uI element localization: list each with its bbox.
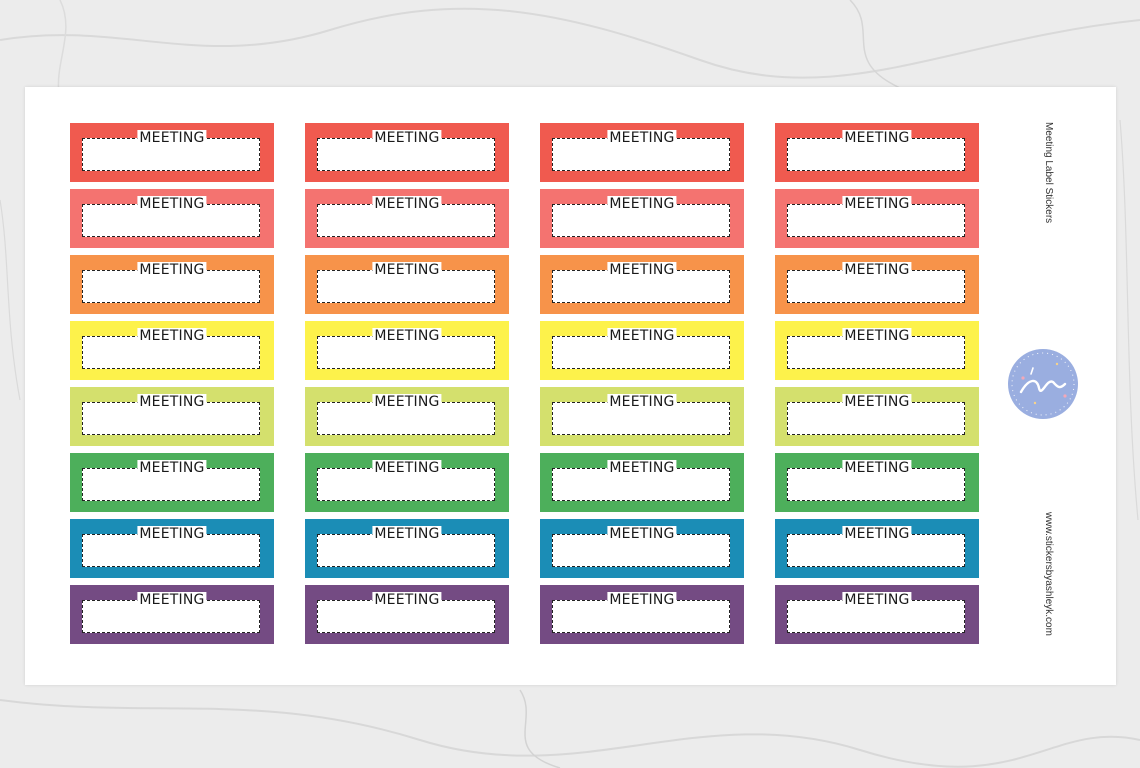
sticker: MEETING <box>775 189 979 248</box>
sticker-writing-box <box>82 402 260 435</box>
sticker: MEETING <box>540 519 744 578</box>
sticker: MEETING <box>305 123 509 182</box>
sticker-label: MEETING <box>372 394 442 410</box>
sticker-label: MEETING <box>607 592 677 608</box>
sticker-label: MEETING <box>842 592 912 608</box>
sticker-label: MEETING <box>372 328 442 344</box>
sticker-label: MEETING <box>372 262 442 278</box>
sticker-writing-box <box>317 336 495 369</box>
sticker: MEETING <box>70 387 274 446</box>
sticker: MEETING <box>775 123 979 182</box>
sticker: MEETING <box>540 321 744 380</box>
sticker: MEETING <box>775 321 979 380</box>
sheet-title: Meeting Label Stickers <box>1043 122 1054 224</box>
sticker-sheet: MEETING MEETING MEETING MEETING MEETING MEETI… <box>25 87 1116 685</box>
sticker: MEETING <box>70 585 274 644</box>
sticker-label: MEETING <box>842 196 912 212</box>
sticker-label: MEETING <box>842 460 912 476</box>
sticker-label: MEETING <box>607 328 677 344</box>
sticker: MEETING <box>775 255 979 314</box>
sticker: MEETING <box>540 123 744 182</box>
sticker: MEETING <box>70 189 274 248</box>
sticker-label: MEETING <box>607 460 677 476</box>
sticker-label: MEETING <box>137 262 207 278</box>
sticker: MEETING <box>70 255 274 314</box>
sticker-label: MEETING <box>842 394 912 410</box>
sticker-label: MEETING <box>607 394 677 410</box>
sticker: MEETING <box>305 387 509 446</box>
sticker: MEETING <box>540 585 744 644</box>
sticker: MEETING <box>70 123 274 182</box>
sticker: MEETING <box>540 387 744 446</box>
sticker-label: MEETING <box>372 130 442 146</box>
sticker: MEETING <box>305 519 509 578</box>
sticker-label: MEETING <box>372 592 442 608</box>
sticker: MEETING <box>305 321 509 380</box>
sticker-grid: MEETING MEETING MEETING MEETING MEETING MEETI… <box>70 123 979 644</box>
sticker-label: MEETING <box>842 526 912 542</box>
sticker-label: MEETING <box>137 328 207 344</box>
sticker-label: MEETING <box>137 460 207 476</box>
sticker: MEETING <box>775 453 979 512</box>
sticker-label: MEETING <box>842 262 912 278</box>
sticker: MEETING <box>70 453 274 512</box>
sticker-label: MEETING <box>137 196 207 212</box>
sticker: MEETING <box>305 453 509 512</box>
sticker: MEETING <box>775 519 979 578</box>
sticker: MEETING <box>305 255 509 314</box>
sticker-label: MEETING <box>137 592 207 608</box>
sticker: MEETING <box>305 585 509 644</box>
sticker: MEETING <box>775 585 979 644</box>
sticker: MEETING <box>305 189 509 248</box>
sticker-label: MEETING <box>372 460 442 476</box>
sticker-label: MEETING <box>137 130 207 146</box>
website-url: www.stickersbyashleyk.com <box>1043 512 1054 636</box>
sticker-label: MEETING <box>842 130 912 146</box>
sticker-label: MEETING <box>137 526 207 542</box>
sticker: MEETING <box>540 453 744 512</box>
sticker-label: MEETING <box>372 196 442 212</box>
sticker: MEETING <box>775 387 979 446</box>
sticker: MEETING <box>540 255 744 314</box>
sticker-label: MEETING <box>607 130 677 146</box>
sticker-label: MEETING <box>607 262 677 278</box>
sticker: MEETING <box>70 321 274 380</box>
brand-logo <box>1008 349 1078 419</box>
sticker-writing-box <box>787 600 965 633</box>
sticker-label: MEETING <box>372 526 442 542</box>
sticker: MEETING <box>540 189 744 248</box>
sticker-label: MEETING <box>607 196 677 212</box>
sticker-label: MEETING <box>842 328 912 344</box>
sticker: MEETING <box>70 519 274 578</box>
sticker-label: MEETING <box>607 526 677 542</box>
sticker-label: MEETING <box>137 394 207 410</box>
